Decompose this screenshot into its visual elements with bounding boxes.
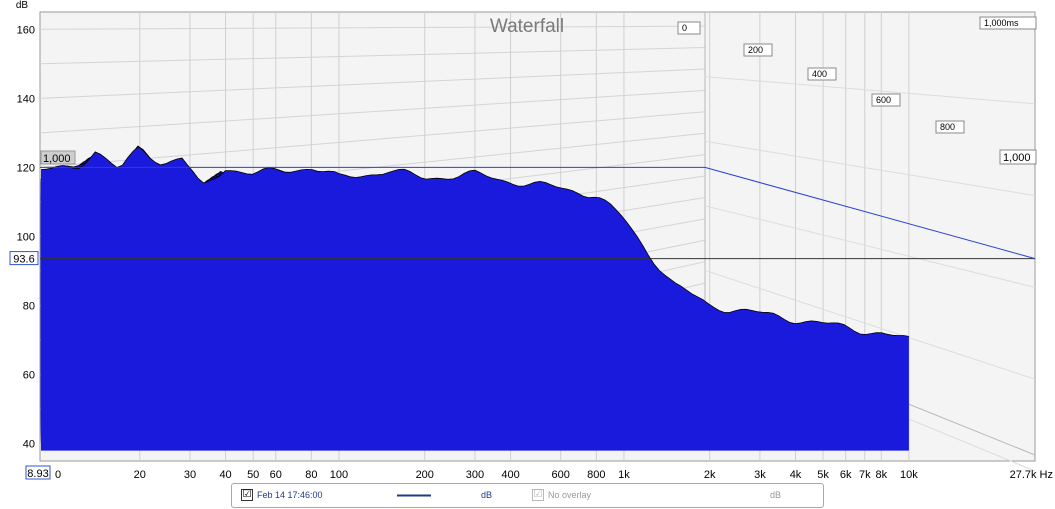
z-left-label: 1,000 [43, 153, 71, 165]
x-tick-label: 800 [587, 469, 605, 481]
z-tick-label: 1,000ms [984, 18, 1019, 28]
z-tick-label: 800 [940, 122, 955, 132]
waterfall-plot[interactable]: Waterfall dB 160 140 120 100 80 60 40 93.6 0 20 3… [0, 0, 1055, 483]
z-tick-box [871, 93, 901, 107]
z-left-box [40, 150, 76, 165]
z-tick-label: 600 [876, 95, 891, 105]
x-tick-label: 6k [840, 469, 852, 481]
overlay-label: No overlay [548, 490, 592, 500]
z-tick-box [677, 21, 701, 35]
z-tick-box [743, 43, 773, 57]
x-cursor-box [25, 465, 51, 480]
x-tick-label: 3k [754, 469, 766, 481]
y-tick-label: 60 [23, 370, 35, 382]
y-tick-label: 160 [17, 24, 35, 36]
x-tick-label: 200 [416, 469, 434, 481]
legend-bar: ☑ Feb 14 17:46:00 dB ☑ No overlay dB [231, 483, 824, 508]
z-right-box [999, 149, 1037, 165]
y-axis: 160 140 120 100 80 60 40 93.6 [9, 24, 39, 451]
x-tick-label: 20 [134, 469, 146, 481]
x-cursor-value: 8.93 [27, 468, 48, 480]
x-end-label: 27.7k Hz [1010, 469, 1053, 481]
x-tick-label: 100 [330, 469, 348, 481]
y-tick-label: 100 [17, 232, 35, 244]
measurement-checkbox[interactable]: ☑ [241, 489, 253, 501]
measurement-line-swatch [397, 494, 431, 497]
x-tick-label: 1k [618, 469, 630, 481]
measurement-unit: dB [481, 490, 493, 500]
chart-title: Waterfall [490, 16, 564, 37]
x-tick-label: 5k [817, 469, 829, 481]
waterfall-slices [40, 145, 909, 451]
x-tick-label: 60 [270, 469, 282, 481]
time-limit-line [40, 166, 1036, 260]
overlay-unit: dB [770, 490, 782, 500]
x-tick-label: 7k [859, 469, 871, 481]
z-tick-box [807, 67, 837, 81]
x-tick-label: 2k [704, 469, 716, 481]
x-tick-label: 300 [466, 469, 484, 481]
x-tick-label: 0 [55, 469, 61, 481]
y-tick-label: 120 [17, 162, 35, 174]
x-tick-label: 80 [305, 469, 317, 481]
y-axis-label: dB [16, 0, 29, 11]
overlay-checkbox[interactable]: ☑ [532, 489, 544, 501]
z-tick-label: 400 [812, 69, 827, 79]
y-cursor-box [9, 251, 39, 266]
x-tick-label: 400 [501, 469, 519, 481]
waterfall-slice-line [40, 146, 909, 337]
waterfall-slice-fill [41, 146, 909, 451]
x-tick-label: 30 [184, 469, 196, 481]
x-tick-label: 10k [900, 469, 918, 481]
z-tick-box [979, 16, 1037, 30]
z-tick-label: 0 [682, 23, 687, 33]
x-axis: 0 20 30 40 50 60 80 100 200 300 400 600 800 1k 2k 3k 4k 5… [25, 465, 1053, 481]
y-tick-label: 40 [23, 439, 35, 451]
z-tick-label: 200 [748, 45, 763, 55]
overlay-lines [40, 166, 1036, 260]
x-tick-label: 4k [790, 469, 802, 481]
x-tick-label: 8k [875, 469, 887, 481]
x-tick-label: 40 [219, 469, 231, 481]
y-tick-label: 140 [17, 93, 35, 105]
x-tick-label: 50 [247, 469, 259, 481]
y-cursor-value: 93.6 [13, 254, 34, 266]
measurement-label: Feb 14 17:46:00 [257, 490, 323, 500]
y-tick-label: 80 [23, 301, 35, 313]
z-right-label: 1,000 [1003, 152, 1031, 164]
z-axis: 0 200 400 600 800 1,000ms 1,000 1,000 [40, 16, 1037, 165]
z-tick-box [935, 120, 965, 134]
x-tick-label: 600 [552, 469, 570, 481]
